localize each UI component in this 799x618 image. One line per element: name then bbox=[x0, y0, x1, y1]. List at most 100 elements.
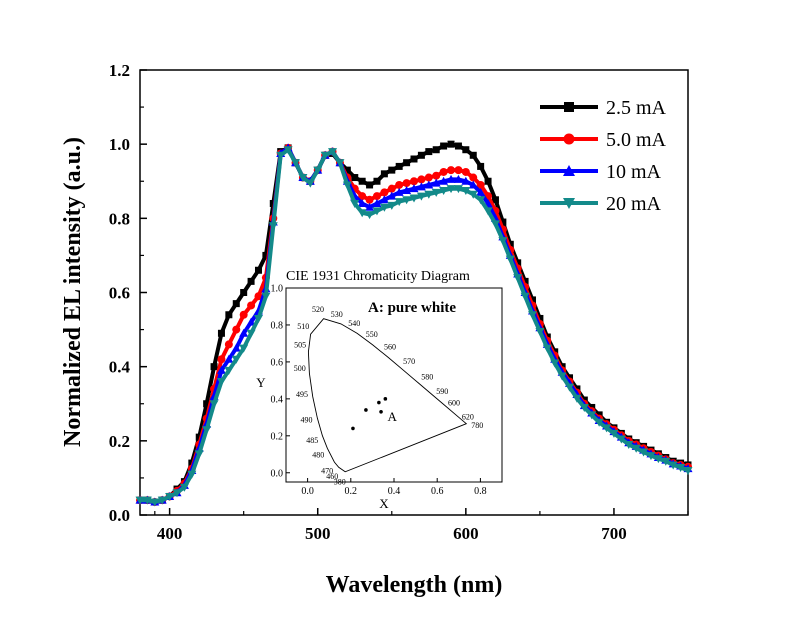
data-point bbox=[372, 199, 382, 207]
data-point bbox=[631, 444, 641, 453]
data-point bbox=[453, 174, 463, 183]
wavelength-label: 510 bbox=[297, 322, 309, 331]
data-point bbox=[217, 329, 225, 337]
legend-marker bbox=[563, 133, 575, 145]
data-point bbox=[565, 383, 575, 392]
legend-item: 20 mA bbox=[540, 193, 662, 215]
data-point bbox=[291, 159, 301, 168]
inset-x-tick-label: 0.0 bbox=[301, 486, 314, 497]
data-point bbox=[373, 177, 381, 185]
data-point bbox=[439, 167, 448, 176]
y-tick-label: 0.4 bbox=[109, 358, 131, 377]
data-point bbox=[454, 142, 462, 150]
data-point bbox=[527, 311, 537, 320]
legend-item: 10 mA bbox=[540, 161, 662, 183]
data-point bbox=[157, 496, 167, 505]
legend-label: 5.0 mA bbox=[606, 129, 667, 151]
data-point bbox=[402, 179, 411, 188]
x-tick-label: 400 bbox=[157, 524, 183, 543]
data-point bbox=[403, 159, 411, 167]
series-3 bbox=[135, 146, 693, 507]
data-point bbox=[468, 190, 478, 199]
wavelength-label: 495 bbox=[296, 390, 308, 399]
data-point bbox=[579, 403, 589, 412]
inset-x-tick-label: 0.8 bbox=[474, 486, 487, 497]
data-point bbox=[461, 167, 470, 176]
data-point bbox=[357, 199, 367, 207]
inset-x-label: X bbox=[379, 496, 389, 511]
wavelength-label: 570 bbox=[403, 357, 415, 366]
data-point bbox=[395, 162, 403, 170]
data-point bbox=[514, 259, 522, 267]
data-point bbox=[224, 340, 233, 349]
data-point bbox=[425, 148, 433, 156]
data-point bbox=[424, 180, 434, 189]
data-point bbox=[210, 363, 218, 371]
point-label-a: A bbox=[388, 409, 398, 424]
data-point bbox=[365, 195, 374, 204]
data-point bbox=[262, 251, 270, 259]
data-point bbox=[417, 175, 426, 184]
data-point bbox=[402, 186, 412, 195]
data-point bbox=[247, 301, 256, 310]
data-point bbox=[216, 365, 226, 374]
data-point bbox=[550, 359, 560, 368]
data-point bbox=[498, 237, 508, 246]
data-point bbox=[616, 435, 626, 444]
data-point bbox=[240, 289, 248, 296]
wavelength-label: 500 bbox=[294, 364, 306, 373]
data-point bbox=[462, 146, 470, 154]
data-point bbox=[357, 209, 367, 218]
data-point bbox=[203, 400, 211, 408]
wavelength-label: 590 bbox=[436, 387, 448, 396]
data-point bbox=[594, 418, 604, 427]
data-point bbox=[298, 174, 308, 183]
data-point bbox=[395, 180, 404, 189]
data-point bbox=[432, 146, 440, 154]
legend-label: 10 mA bbox=[606, 161, 662, 183]
data-point bbox=[394, 198, 404, 207]
data-point bbox=[557, 372, 567, 381]
data-point bbox=[150, 498, 160, 507]
data-point bbox=[410, 155, 418, 163]
data-point bbox=[365, 202, 375, 211]
data-point bbox=[602, 424, 612, 433]
data-point bbox=[305, 179, 315, 188]
data-point bbox=[365, 211, 375, 220]
data-point bbox=[499, 218, 507, 226]
wavelength-label: 520 bbox=[312, 305, 324, 314]
wavelength-label: 580 bbox=[421, 372, 433, 381]
data-point bbox=[342, 181, 352, 190]
data-point bbox=[668, 461, 678, 470]
data-point bbox=[165, 492, 175, 501]
data-point bbox=[261, 292, 271, 301]
data-point bbox=[350, 200, 360, 208]
data-point bbox=[225, 311, 233, 319]
data-point bbox=[380, 188, 389, 197]
legend-item: 2.5 mA bbox=[540, 97, 667, 119]
data-point bbox=[653, 455, 663, 464]
data-point bbox=[416, 192, 426, 201]
data-point bbox=[661, 457, 671, 466]
inset-title: CIE 1931 Chromaticity Diagram bbox=[286, 269, 470, 284]
legend-label: 20 mA bbox=[606, 193, 662, 215]
data-point bbox=[254, 292, 263, 301]
data-point bbox=[231, 343, 241, 352]
data-point bbox=[505, 255, 515, 264]
data-point bbox=[572, 394, 582, 403]
data-point bbox=[328, 148, 338, 157]
data-point bbox=[372, 207, 382, 216]
data-point bbox=[416, 182, 426, 191]
data-point bbox=[476, 187, 486, 196]
wavelength-label: 560 bbox=[384, 343, 396, 352]
data-point bbox=[335, 159, 345, 168]
data-point bbox=[351, 174, 359, 182]
data-point bbox=[409, 184, 419, 193]
data-point bbox=[476, 196, 486, 205]
x-tick-label: 700 bbox=[601, 524, 627, 543]
legend-marker bbox=[563, 165, 575, 176]
data-point bbox=[439, 176, 449, 185]
data-point bbox=[431, 178, 441, 187]
data-point bbox=[446, 174, 456, 183]
data-point bbox=[217, 355, 226, 364]
